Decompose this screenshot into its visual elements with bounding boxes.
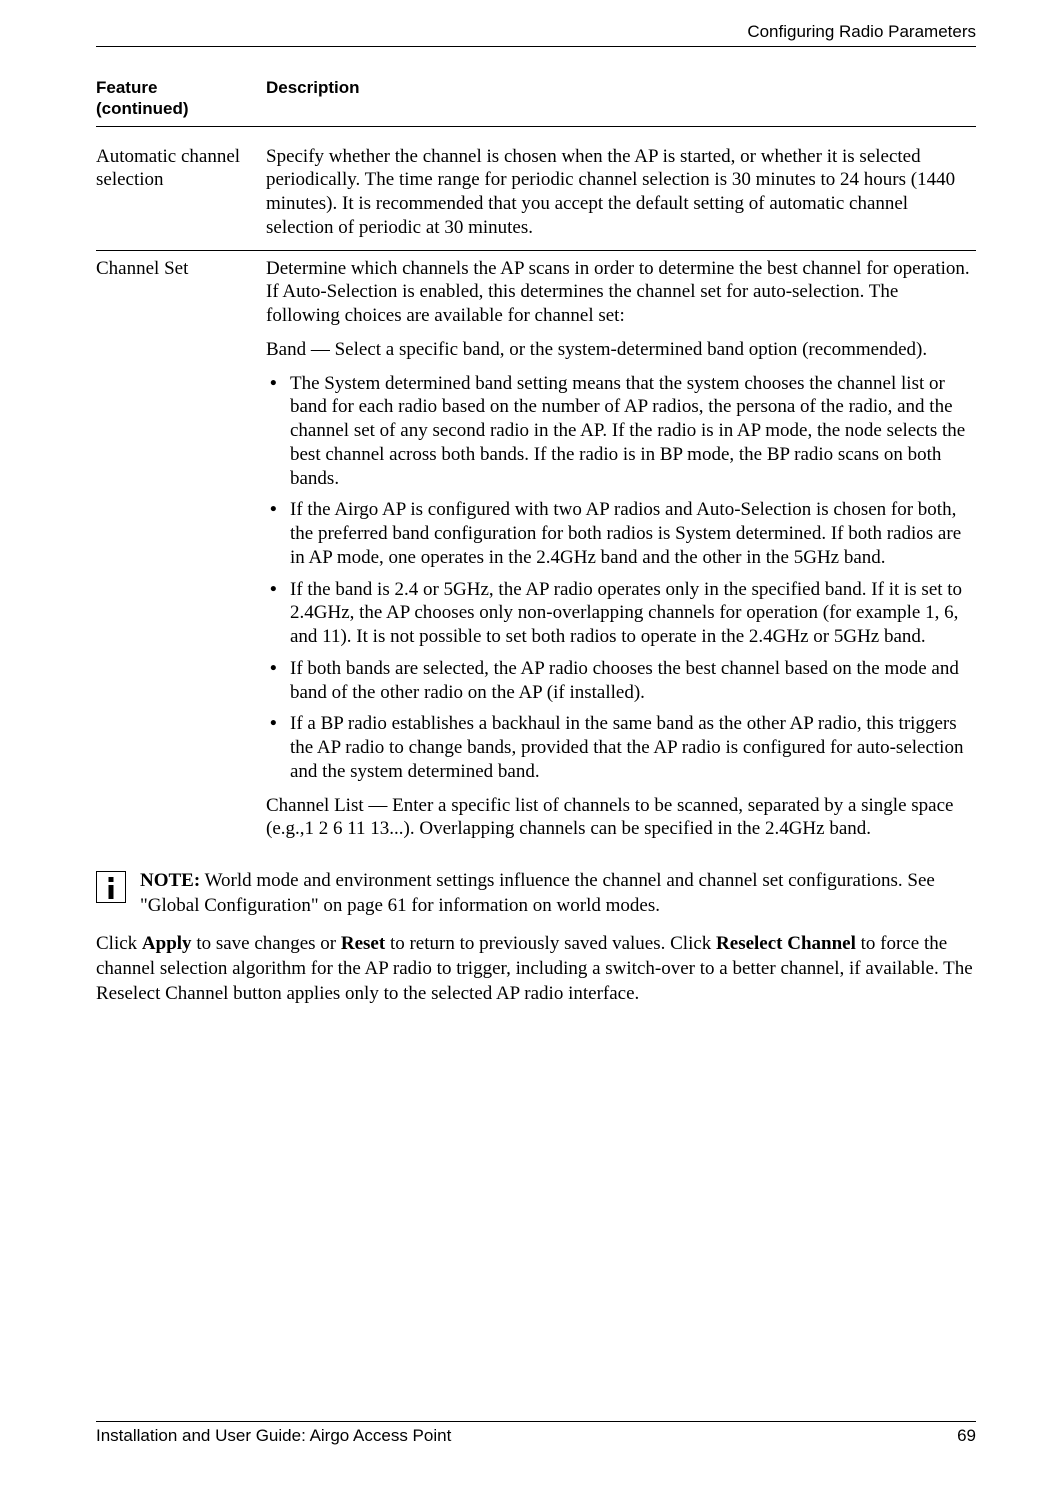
reselect-channel-label: Reselect Channel [716,933,856,954]
list-item: The System determined band setting means… [266,372,976,491]
footer-rule [96,1421,976,1422]
text-run: Click [96,933,142,954]
bullet-list: The System determined band setting means… [266,372,976,784]
desc-paragraph: Determine which channels the AP scans in… [266,257,976,328]
desc-paragraph: Specify whether the channel is chosen wh… [266,145,976,240]
body-paragraph: Click Apply to save changes or Reset to … [96,932,976,1006]
text-run: to save changes or [192,933,341,954]
note-block: NOTE: World mode and environment setting… [96,869,976,918]
text-run: to return to previously saved values. Cl… [385,933,716,954]
feature-cell: Channel Set [96,257,266,842]
list-item: If a BP radio establishes a backhaul in … [266,712,976,783]
list-item: If both bands are selected, the AP radio… [266,657,976,705]
page: Configuring Radio Parameters Feature (co… [0,0,1052,1492]
footer-title: Installation and User Guide: Airgo Acces… [96,1426,451,1446]
info-icon [96,871,126,903]
reset-label: Reset [341,933,385,954]
th-feature: Feature (continued) [96,77,266,120]
page-footer: Installation and User Guide: Airgo Acces… [96,1421,976,1446]
table-row: Channel Set Determine which channels the… [96,251,976,852]
page-number: 69 [957,1426,976,1446]
note-body: World mode and environment settings infl… [140,870,935,916]
note-text: NOTE: World mode and environment setting… [140,869,976,918]
desc-paragraph: Channel List — Enter a specific list of … [266,794,976,842]
feature-table: Feature (continued) Description Automati… [96,77,976,851]
description-cell: Specify whether the channel is chosen wh… [266,145,976,240]
list-item: If the Airgo AP is configured with two A… [266,498,976,569]
table-header-row: Feature (continued) Description [96,77,976,127]
desc-paragraph: Band — Select a specific band, or the sy… [266,338,976,362]
th-description: Description [266,77,976,120]
description-cell: Determine which channels the AP scans in… [266,257,976,842]
header-rule [96,46,976,47]
list-item: If the band is 2.4 or 5GHz, the AP radio… [266,578,976,649]
running-header: Configuring Radio Parameters [96,22,976,42]
apply-label: Apply [142,933,192,954]
feature-cell: Automatic channel selection [96,145,266,240]
note-label: NOTE: [140,870,200,891]
table-row: Automatic channel selection Specify whet… [96,139,976,251]
